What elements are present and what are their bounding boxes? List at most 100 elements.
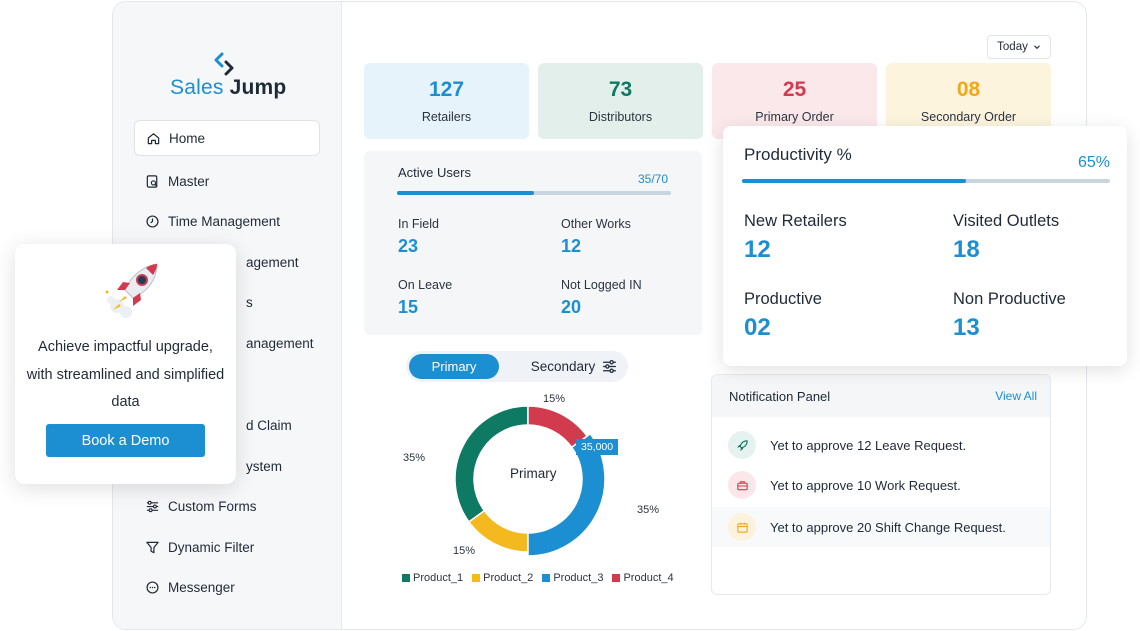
sidebar-item-custom-forms[interactable]: Custom Forms	[134, 488, 320, 524]
productivity-card: Productivity % 65% New Retailers 12 Visit…	[723, 126, 1127, 366]
legend-label: Product_1	[413, 572, 464, 584]
stat-label: Not Logged IN	[561, 278, 642, 292]
stat-label: Productive	[744, 290, 822, 308]
active-users-progress-fill	[397, 191, 534, 195]
stat-value: 12	[744, 236, 771, 263]
stat-value: 25	[782, 78, 807, 101]
stat-value: 73	[608, 78, 633, 101]
donut-chart: Primary 15% 35% 15% 35% 35,000	[403, 387, 683, 602]
stat-new-retailers: New Retailers 12	[744, 212, 847, 264]
rocket-icon	[736, 439, 748, 451]
view-all-link[interactable]: View All	[995, 389, 1037, 403]
sidebar-item-hidden-5[interactable]: ystem	[134, 448, 320, 484]
active-users-progress	[397, 191, 671, 195]
notification-item[interactable]: Yet to approve 10 Work Request.	[712, 465, 1050, 505]
legend-item-product-3[interactable]: Product_3	[542, 572, 603, 584]
stat-value: 15	[398, 297, 419, 317]
legend-swatch	[612, 574, 621, 582]
stat-not-logged-in: Not Logged IN 20	[561, 278, 642, 318]
data-label-product-2: 15%	[453, 545, 476, 557]
sidebar-item-messenger[interactable]: Messenger	[134, 569, 320, 605]
productivity-progress	[742, 179, 1110, 183]
brand-logo[interactable]: Sales Jump	[168, 50, 298, 102]
book-demo-button[interactable]: Book a Demo	[46, 424, 205, 457]
sidebar-item-label: ystem	[246, 458, 283, 474]
stat-productive: Productive 02	[744, 290, 822, 342]
legend-swatch	[542, 574, 551, 582]
sidebar-item-hidden-1[interactable]: agement	[134, 244, 320, 280]
date-filter-dropdown[interactable]: Today	[987, 35, 1051, 59]
date-filter-label: Today	[997, 41, 1028, 53]
donut-center-label: Primary	[510, 466, 557, 481]
stat-card-distributors[interactable]: 73 Distributors	[538, 63, 703, 139]
sidebar-item-label: Messenger	[168, 579, 235, 595]
legend-item-product-1[interactable]: Product_1	[402, 572, 463, 584]
stat-label: On Leave	[398, 278, 453, 292]
legend-label: Product_3	[553, 572, 604, 584]
sidebar-item-dynamic-filter[interactable]: Dynamic Filter	[134, 529, 320, 565]
stat-label: Other Works	[561, 217, 631, 231]
sidebar-item-home[interactable]: Home	[134, 120, 320, 156]
stat-label: Non Productive	[953, 290, 1066, 308]
tab-secondary[interactable]: Secondary	[530, 359, 596, 374]
sidebar-item-time-management[interactable]: Time Management	[134, 203, 320, 239]
stat-label: In Field	[398, 217, 439, 231]
sidebar-item-label: Time Management	[168, 213, 281, 229]
data-label-product-4: 15%	[543, 393, 566, 405]
stat-other-works: Other Works 12	[561, 217, 631, 257]
briefcase-icon	[736, 480, 748, 490]
stat-value: 02	[744, 314, 771, 341]
sidebar-item-label: Custom Forms	[168, 498, 257, 514]
stat-label: Primary Order	[755, 110, 834, 124]
stat-value: 18	[953, 236, 980, 263]
notification-panel: Notification Panel View All Yet to appro…	[711, 374, 1051, 595]
productivity-percent: 65%	[1077, 154, 1110, 171]
clock-icon	[146, 214, 159, 228]
active-users-panel: Active Users 35/70 In Field 23 Other Work…	[364, 151, 702, 335]
promo-text: Achieve impactful upgrade, with streamli…	[26, 339, 225, 410]
sidebar-item-master[interactable]: Master	[134, 163, 320, 199]
chart-tooltip: 35,000	[576, 439, 619, 455]
active-users-title: Active Users	[398, 165, 471, 180]
sidebar-item-hidden-4[interactable]: d Claim	[134, 407, 320, 443]
donut-slice-product-3[interactable]	[527, 432, 606, 557]
notification-item[interactable]: Yet to approve 12 Leave Request.	[712, 425, 1050, 465]
sidebar-item-hidden-3[interactable]: anagement	[134, 325, 320, 361]
stat-non-productive: Non Productive 13	[953, 290, 1066, 342]
filter-settings-icon[interactable]	[601, 358, 618, 375]
filter-icon	[146, 541, 159, 553]
sidebar-item-label: Home	[169, 130, 206, 146]
notification-text: Yet to approve 12 Leave Request.	[770, 437, 967, 453]
chart-legend: Product_1 Product_2 Product_3 Product_4	[402, 572, 674, 584]
productivity-title: Productivity %	[744, 145, 852, 164]
calendar-icon	[736, 522, 748, 533]
promo-card: Achieve impactful upgrade, with streamli…	[15, 244, 236, 484]
logo-text: Sales Jump	[170, 76, 287, 99]
notification-item[interactable]: Yet to approve 20 Shift Change Request.	[712, 507, 1050, 547]
tab-primary[interactable]: Primary	[409, 354, 499, 379]
notification-icon-wrap	[728, 513, 756, 541]
legend-swatch	[472, 574, 481, 582]
chat-icon	[146, 580, 159, 594]
legend-item-product-4[interactable]: Product_4	[612, 572, 674, 584]
stat-value: 20	[561, 297, 582, 317]
notification-icon-wrap	[728, 471, 756, 499]
sidebar-item-label: agement	[246, 254, 299, 270]
sidebar-item-hidden-2[interactable]: s	[134, 284, 320, 320]
legend-item-product-2[interactable]: Product_2	[472, 572, 533, 584]
stat-value: 12	[561, 236, 582, 256]
notification-panel-header: Notification Panel View All	[712, 375, 1050, 417]
donut-slice-product-2[interactable]	[467, 509, 529, 553]
notification-icon-wrap	[728, 431, 756, 459]
sliders-icon	[146, 500, 159, 512]
stat-label: Visited Outlets	[953, 212, 1060, 230]
sidebar: Sales Jump Home Master Time Management a…	[113, 2, 342, 629]
stat-card-retailers[interactable]: 127 Retailers	[364, 63, 529, 139]
rocket-illustration-icon	[105, 263, 158, 318]
legend-swatch	[402, 574, 410, 582]
sidebar-item-label: anagement	[246, 335, 314, 351]
stat-label: Retailers	[421, 110, 472, 124]
stat-in-field: In Field 23	[398, 217, 439, 257]
sidebar-item-label: d Claim	[246, 417, 292, 433]
stat-value: 13	[953, 314, 980, 341]
